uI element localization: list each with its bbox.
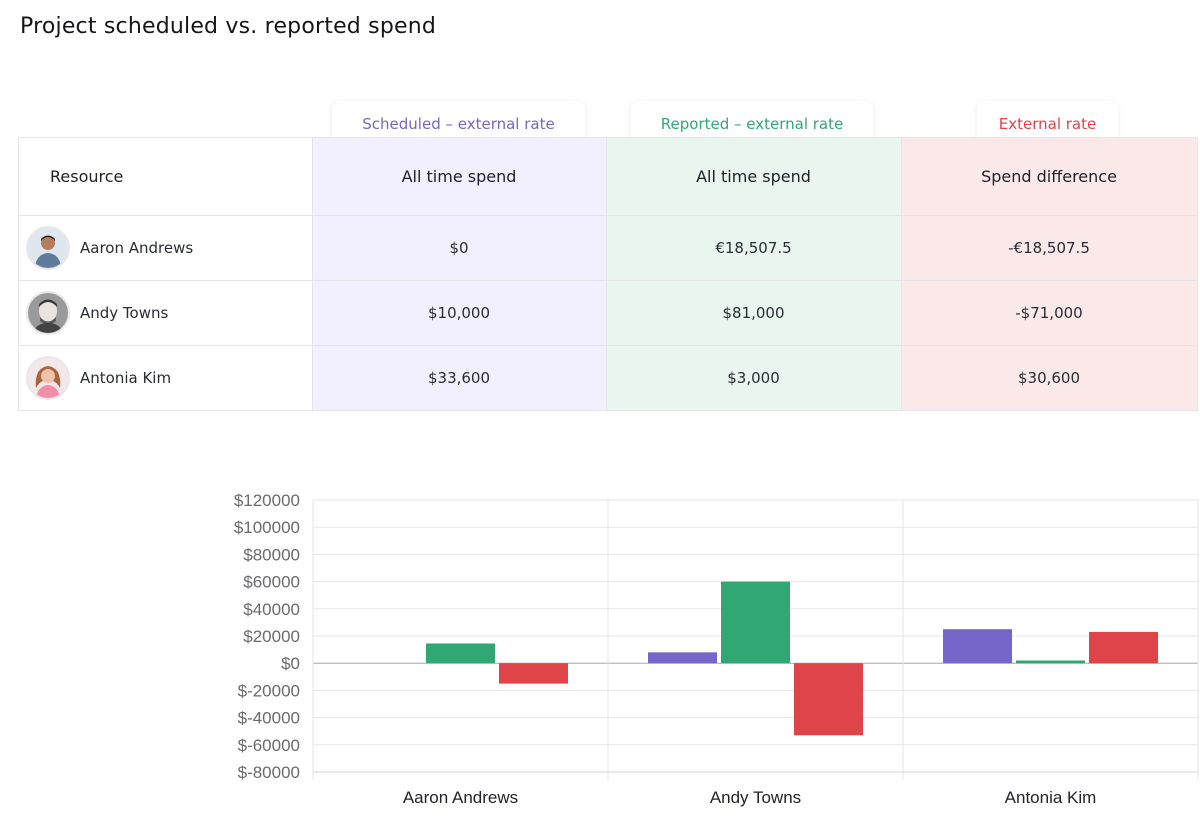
- header-resource: Resource: [50, 167, 124, 186]
- table-row[interactable]: Andy Towns: [19, 280, 312, 345]
- cell-difference: $30,600: [1017, 368, 1081, 387]
- bar[interactable]: [648, 652, 717, 664]
- avatar-andy-icon: [26, 290, 70, 335]
- bar[interactable]: [794, 663, 863, 736]
- avatar-aaron-icon: [26, 225, 70, 270]
- x-tick-label: Andy Towns: [710, 788, 801, 807]
- table-row[interactable]: Antonia Kim: [19, 345, 312, 410]
- bar[interactable]: [1089, 631, 1158, 664]
- y-tick-label: $-60000: [238, 736, 300, 755]
- y-tick-label: $-40000: [238, 709, 300, 728]
- y-tick-label: $-20000: [238, 681, 300, 700]
- page-title: Project scheduled vs. reported spend: [20, 14, 437, 39]
- y-tick-label: $0: [281, 654, 300, 673]
- column-resource: [19, 138, 312, 410]
- cell-reported: $81,000: [722, 303, 785, 322]
- row-divider: [19, 280, 1197, 281]
- row-divider: [19, 215, 1197, 216]
- x-tick-label: Antonia Kim: [1005, 788, 1097, 807]
- resource-name: Andy Towns: [80, 303, 169, 322]
- cell-difference: -$71,000: [1015, 303, 1083, 322]
- y-tick-label: $-80000: [238, 763, 300, 782]
- spend-bar-chart: $120000 $100000 $80000 $60000 $40000 $20000 $0…: [234, 491, 1199, 807]
- table-row[interactable]: Aaron Andrews: [19, 215, 312, 280]
- y-tick-label: $40000: [243, 600, 300, 619]
- bar[interactable]: [1016, 660, 1085, 664]
- y-tick-label: $80000: [243, 545, 300, 564]
- resource-name: Aaron Andrews: [80, 238, 194, 257]
- bar[interactable]: [943, 629, 1012, 664]
- header-reported-spend: All time spend: [696, 167, 811, 186]
- y-tick-label: $60000: [243, 573, 300, 592]
- bar[interactable]: [426, 643, 495, 664]
- row-divider: [19, 345, 1197, 346]
- cell-reported: $3,000: [727, 368, 780, 387]
- x-tick-label: Aaron Andrews: [403, 788, 518, 807]
- resource-name: Antonia Kim: [80, 368, 172, 387]
- bar[interactable]: [499, 663, 568, 684]
- cell-scheduled: $33,600: [427, 368, 491, 387]
- column-difference: [901, 138, 1197, 410]
- bar[interactable]: [721, 581, 790, 664]
- y-tick-label: $20000: [243, 627, 300, 646]
- cell-scheduled: $10,000: [427, 303, 491, 322]
- avatar-antonia-icon: [26, 355, 70, 400]
- column-scheduled: [312, 138, 606, 410]
- column-reported: [606, 138, 901, 410]
- y-tick-label: $100000: [234, 518, 300, 537]
- spend-table: Resource All time spend All time spend S…: [18, 137, 1198, 411]
- y-tick-label: $120000: [234, 491, 300, 510]
- cell-reported: €18,507.5: [715, 238, 792, 257]
- header-scheduled-spend: All time spend: [401, 167, 517, 186]
- cell-difference: -€18,507.5: [1008, 238, 1090, 257]
- cell-scheduled: $0: [449, 238, 469, 257]
- header-spend-difference: Spend difference: [981, 167, 1117, 186]
